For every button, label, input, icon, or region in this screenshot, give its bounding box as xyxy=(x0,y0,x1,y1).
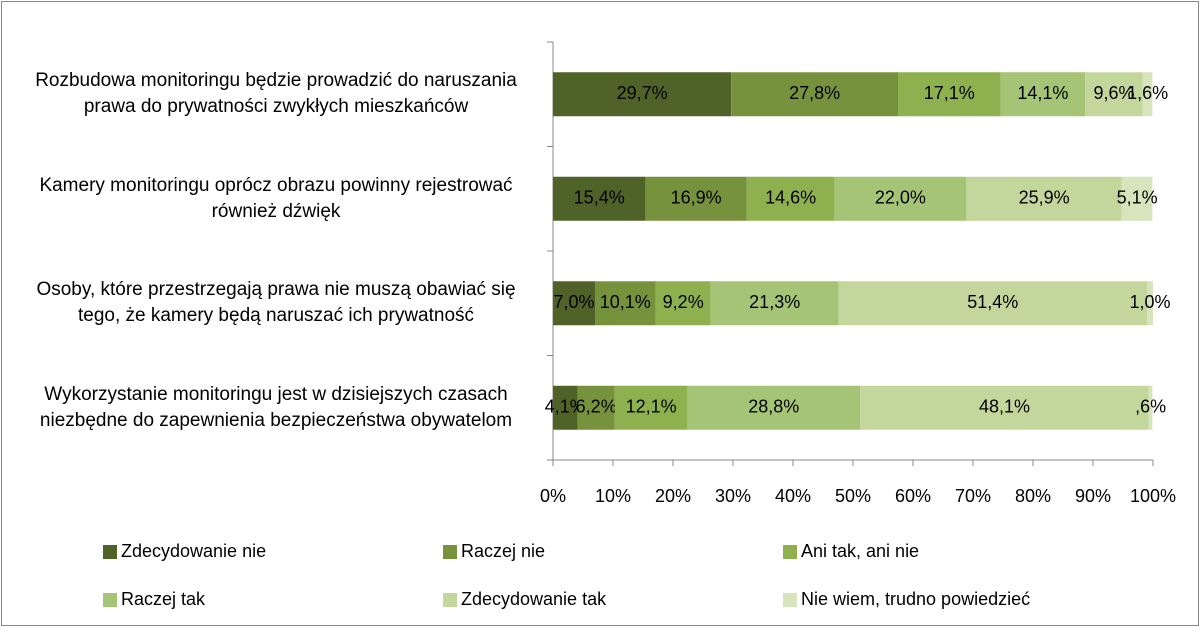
bar-segment xyxy=(645,176,747,221)
bar-segment xyxy=(710,281,839,326)
legend-label: Zdecydowanie tak xyxy=(461,589,607,609)
bar-segment xyxy=(1121,176,1153,221)
value-label: 12,1% xyxy=(626,397,677,417)
bar-segment xyxy=(834,176,967,221)
value-label: 6,2% xyxy=(576,397,617,417)
bar-segment xyxy=(731,72,898,117)
legend-swatch xyxy=(783,545,797,559)
value-label: 9,6% xyxy=(1093,83,1134,103)
x-tick-label: 30% xyxy=(715,486,751,506)
value-label: ,6% xyxy=(1135,397,1166,417)
x-tick-label: 70% xyxy=(955,486,991,506)
value-label: 1,0% xyxy=(1129,292,1170,312)
value-label: 14,1% xyxy=(1017,83,1068,103)
category-label: Kamery monitoringu oprócz obrazu powinny… xyxy=(39,174,513,222)
value-label: 21,3% xyxy=(749,292,800,312)
value-label: 22,0% xyxy=(875,188,926,208)
bar-segment xyxy=(898,72,1001,117)
bar-segment xyxy=(595,281,656,326)
legend-swatch xyxy=(443,593,457,607)
value-label: 48,1% xyxy=(979,397,1030,417)
bar-segment xyxy=(655,281,711,326)
bar-segment xyxy=(577,385,615,430)
value-label: 51,4% xyxy=(967,292,1018,312)
bar-segment xyxy=(1147,281,1153,326)
bar-segment xyxy=(553,176,646,221)
bar-segment xyxy=(1000,72,1086,117)
category-label: Rozbudowa monitoringu będzie prowadzić d… xyxy=(35,70,517,118)
x-tick-label: 90% xyxy=(1075,486,1111,506)
bar-segment xyxy=(1148,385,1153,430)
legend-label: Nie wiem, trudno powiedzieć xyxy=(801,589,1030,609)
legend-swatch xyxy=(783,593,797,607)
bar-segment xyxy=(553,281,595,326)
x-tick-label: 100% xyxy=(1130,486,1176,506)
legend-swatch xyxy=(103,593,117,607)
value-label: 28,8% xyxy=(748,397,799,417)
value-label: 16,9% xyxy=(671,188,722,208)
value-label: 14,6% xyxy=(765,188,816,208)
bar-segment xyxy=(1085,72,1143,117)
value-label: 15,4% xyxy=(574,188,625,208)
x-tick-label: 40% xyxy=(775,486,811,506)
bar-segment xyxy=(1142,72,1153,117)
x-tick-label: 10% xyxy=(595,486,631,506)
x-tick-label: 0% xyxy=(540,486,566,506)
bar-segment xyxy=(614,385,688,430)
bar-segment xyxy=(553,72,732,117)
legend-swatch xyxy=(443,545,457,559)
value-label: 4,1% xyxy=(545,397,586,417)
bar-segment xyxy=(553,385,578,430)
legend-swatch xyxy=(103,545,117,559)
x-tick-label: 60% xyxy=(895,486,931,506)
value-label: 1,6% xyxy=(1127,83,1168,103)
legend-label: Ani tak, ani nie xyxy=(801,541,919,561)
bar-segment xyxy=(838,281,1147,326)
value-label: 5,1% xyxy=(1117,188,1158,208)
bar-segment xyxy=(746,176,835,221)
value-label: 29,7% xyxy=(617,83,668,103)
x-tick-label: 20% xyxy=(655,486,691,506)
category-label: Wykorzystanie monitoringu jest w dzisiej… xyxy=(39,383,513,431)
value-label: 25,9% xyxy=(1019,188,1070,208)
value-label: 9,2% xyxy=(663,292,704,312)
x-tick-label: 80% xyxy=(1015,486,1051,506)
x-tick-label: 50% xyxy=(835,486,871,506)
bar-segment xyxy=(860,385,1149,430)
category-label: Osoby, które przestrzegają prawa nie mus… xyxy=(36,279,516,327)
legend-label: Raczej tak xyxy=(121,589,206,609)
value-label: 17,1% xyxy=(924,83,975,103)
legend-label: Raczej nie xyxy=(461,541,545,561)
value-label: 10,1% xyxy=(600,292,651,312)
legend-label: Zdecydowanie nie xyxy=(121,541,266,561)
value-label: 27,8% xyxy=(789,83,840,103)
value-label: 7,0% xyxy=(553,292,594,312)
bar-segment xyxy=(966,176,1122,221)
bar-segment xyxy=(687,385,861,430)
